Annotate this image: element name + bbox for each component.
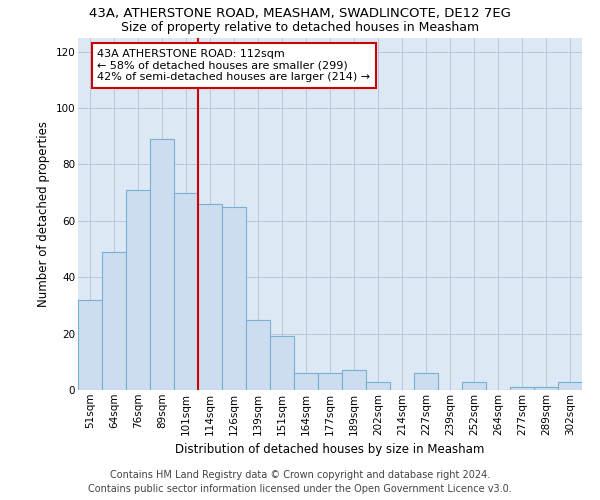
Text: Contains HM Land Registry data © Crown copyright and database right 2024.
Contai: Contains HM Land Registry data © Crown c… bbox=[88, 470, 512, 494]
Bar bbox=[318, 373, 342, 390]
Bar bbox=[246, 320, 270, 390]
Text: 43A, ATHERSTONE ROAD, MEASHAM, SWADLINCOTE, DE12 7EG: 43A, ATHERSTONE ROAD, MEASHAM, SWADLINCO… bbox=[89, 8, 511, 20]
X-axis label: Distribution of detached houses by size in Measham: Distribution of detached houses by size … bbox=[175, 443, 485, 456]
Bar bbox=[270, 336, 294, 390]
Y-axis label: Number of detached properties: Number of detached properties bbox=[37, 120, 50, 306]
Bar bbox=[558, 382, 582, 390]
Bar bbox=[294, 373, 318, 390]
Bar bbox=[342, 370, 366, 390]
Bar bbox=[102, 252, 126, 390]
Bar bbox=[174, 192, 198, 390]
Bar bbox=[78, 300, 102, 390]
Bar bbox=[510, 387, 534, 390]
Bar bbox=[534, 387, 558, 390]
Bar bbox=[150, 139, 174, 390]
Text: 43A ATHERSTONE ROAD: 112sqm
← 58% of detached houses are smaller (299)
42% of se: 43A ATHERSTONE ROAD: 112sqm ← 58% of det… bbox=[97, 49, 370, 82]
Bar bbox=[462, 382, 486, 390]
Bar bbox=[366, 382, 390, 390]
Text: Size of property relative to detached houses in Measham: Size of property relative to detached ho… bbox=[121, 21, 479, 34]
Bar bbox=[198, 204, 222, 390]
Bar bbox=[222, 206, 246, 390]
Bar bbox=[414, 373, 438, 390]
Bar bbox=[126, 190, 150, 390]
